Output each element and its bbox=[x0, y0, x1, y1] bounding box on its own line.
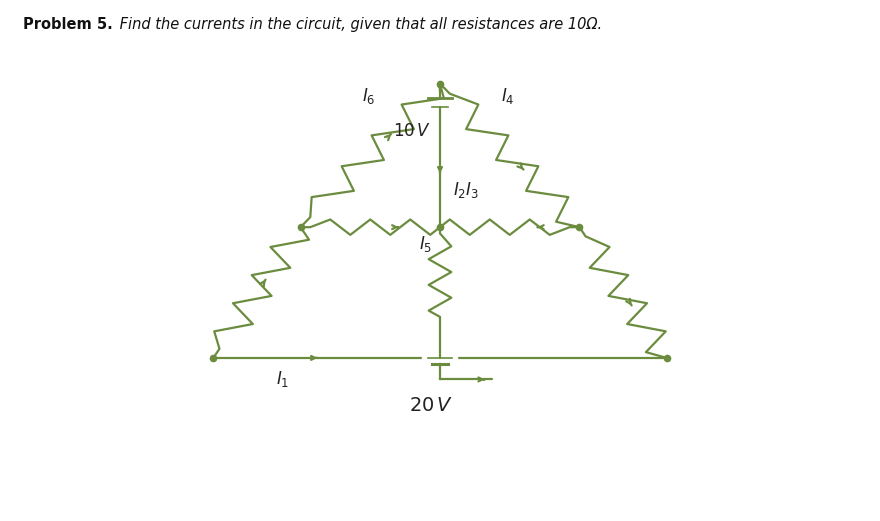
Text: $10\,V$: $10\,V$ bbox=[393, 122, 431, 140]
Text: $I_4$: $I_4$ bbox=[502, 86, 515, 106]
Text: Find the currents in the circuit, given that all resistances are 10Ω.: Find the currents in the circuit, given … bbox=[115, 17, 602, 32]
Text: $I_5$: $I_5$ bbox=[419, 233, 432, 254]
Text: Problem 5.: Problem 5. bbox=[24, 17, 114, 32]
Text: $I_6$: $I_6$ bbox=[362, 86, 375, 106]
Text: $I_1$: $I_1$ bbox=[276, 369, 290, 389]
Text: $20\,V$: $20\,V$ bbox=[409, 395, 453, 415]
Text: $I_2 I_3$: $I_2 I_3$ bbox=[453, 180, 480, 200]
